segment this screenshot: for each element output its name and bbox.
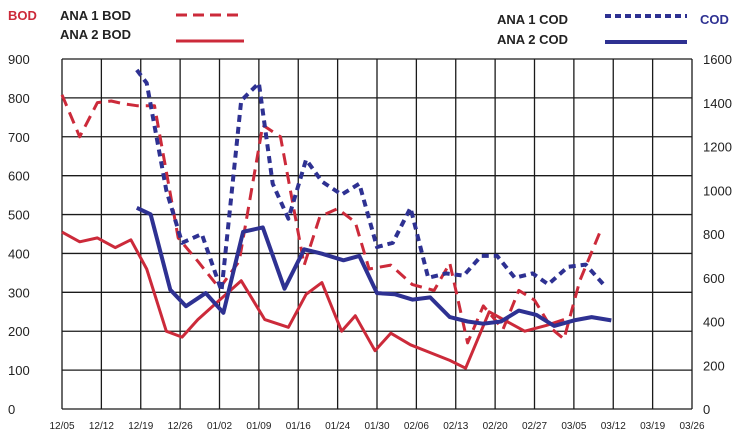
right-tick-label: 1200 [703,140,732,155]
x-tick-label: 03/05 [561,421,586,432]
legend: ANA 1 BOD ANA 2 BOD ANA 1 COD ANA 2 COD [60,8,687,47]
x-tick-label: 12/19 [128,421,153,432]
legend-label-ana2-bod: ANA 2 BOD [60,27,131,42]
left-axis-title: BOD [8,8,37,23]
right-tick-label: 1600 [703,52,732,67]
x-tick-label: 02/27 [522,421,547,432]
left-tick-label: 600 [8,169,30,184]
legend-label-ana1-cod: ANA 1 COD [497,12,568,27]
series-line-ana-2-cod [135,205,612,328]
x-tick-label: 03/19 [640,421,665,432]
x-tick-label: 12/26 [168,421,193,432]
series-layer [60,68,612,370]
x-tick-label: 01/16 [286,421,311,432]
left-tick-label: 500 [8,208,30,223]
grid [61,58,693,410]
left-tick-label: 300 [8,285,30,300]
x-tick-label: 01/30 [364,421,389,432]
x-tick-label: 01/09 [246,421,271,432]
series-line-ana-2-bod [61,230,565,370]
legend-label-ana2-cod: ANA 2 COD [497,32,568,47]
x-tick-label: 02/20 [483,421,508,432]
right-tick-label: 0 [703,402,710,417]
right-axis-ticks: 0 200 400 600 800 1000 1200 1400 1600 [703,52,732,417]
right-tick-label: 1400 [703,96,732,111]
series-line-ana-1-bod [60,94,601,345]
x-tick-label: 02/13 [443,421,468,432]
right-tick-label: 400 [703,315,725,330]
left-tick-label: 800 [8,91,30,106]
right-tick-label: 600 [703,271,725,286]
x-tick-label: 12/05 [49,421,74,432]
right-axis-title: COD [700,12,729,27]
x-tick-label: 03/12 [601,421,626,432]
series-line-ana-1-cod [135,68,605,293]
left-tick-label: 700 [8,130,30,145]
left-tick-label: 900 [8,52,30,67]
right-tick-label: 800 [703,227,725,242]
left-tick-label: 0 [8,402,15,417]
x-tick-label: 01/24 [325,421,350,432]
x-axis-ticks: 12/05 12/12 12/19 12/26 01/02 01/09 01/16 01/24… [49,421,704,432]
x-tick-label: 03/26 [679,421,704,432]
right-tick-label: 200 [703,358,725,373]
x-tick-label: 01/02 [207,421,232,432]
left-tick-label: 200 [8,324,30,339]
legend-label-ana1-bod: ANA 1 BOD [60,8,131,23]
left-tick-label: 400 [8,246,30,261]
left-tick-label: 100 [8,363,30,378]
left-axis-ticks: 0 100 200 300 400 500 600 700 800 900 [8,52,30,417]
right-tick-label: 1000 [703,183,732,198]
x-tick-label: 02/06 [404,421,429,432]
x-tick-label: 12/12 [89,421,114,432]
